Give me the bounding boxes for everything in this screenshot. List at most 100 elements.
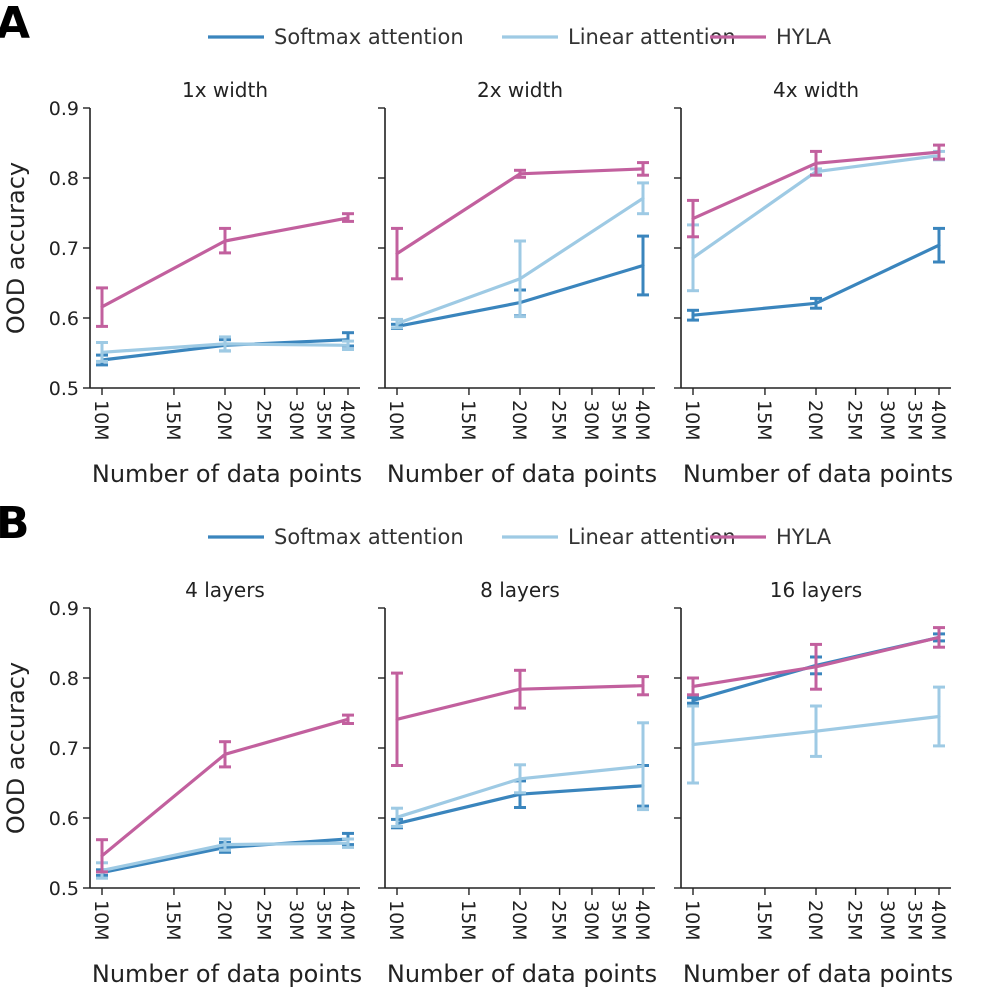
x-tick-label: 10M — [385, 400, 407, 441]
subplot-a-2: 2x width 10M 15M 20M 25M 30M 35M 40M Number of d… — [378, 78, 657, 488]
error-bar-hyla — [687, 198, 699, 239]
y-axis-label: OOD accuracy — [2, 662, 30, 834]
error-bar-hyla — [391, 226, 403, 281]
error-bar-softmax — [933, 226, 945, 264]
subplot-title: 2x width — [477, 78, 563, 102]
y-tick-label: 0.7 — [49, 738, 79, 760]
legend-label-softmax: Softmax attention — [274, 525, 464, 549]
x-tick-label: 15M — [457, 900, 479, 941]
x-tick-label: 25M — [253, 400, 275, 441]
error-bar-hyla — [391, 671, 403, 767]
error-bar-hyla — [342, 212, 354, 223]
legend-label-hyla: HYLA — [776, 525, 832, 549]
error-bar-hyla — [219, 226, 231, 255]
y-tick-label: 0.5 — [49, 378, 79, 400]
error-bar-hyla — [810, 149, 822, 177]
error-bar-softmax — [810, 296, 822, 310]
x-tick-label: 20M — [804, 900, 826, 941]
error-bar-hyla — [219, 740, 231, 769]
x-tick-label: 15M — [457, 400, 479, 441]
error-bar-hyla — [637, 675, 649, 697]
subplot-title: 4x width — [773, 78, 859, 102]
x-tick-label: 15M — [162, 400, 184, 441]
error-bar-hyla — [637, 161, 649, 177]
subplot-a-1: 1x width 0.5 0.6 0.7 0.8 0.9 10M 15M 20M 25M 30M 35… — [2, 78, 362, 488]
x-tick-label: 35M — [903, 400, 925, 441]
x-tick-label: 25M — [548, 900, 570, 941]
error-bar-hyla — [514, 168, 526, 179]
x-tick-label: 10M — [385, 900, 407, 941]
legend-label-linear: Linear attention — [568, 525, 736, 549]
x-axis-label: Number of data points — [683, 960, 953, 988]
y-tick-label: 0.6 — [49, 808, 79, 830]
x-axis-label: Number of data points — [683, 460, 953, 488]
error-bar-hyla — [933, 626, 945, 649]
y-tick-label: 0.5 — [49, 878, 79, 900]
x-tick-label: 20M — [508, 900, 530, 941]
x-tick-label: 20M — [508, 400, 530, 441]
error-bar-linear — [219, 335, 231, 353]
x-tick-label: 40M — [336, 900, 358, 941]
subplot-title: 8 layers — [480, 578, 560, 602]
error-bar-linear — [637, 721, 649, 812]
x-tick-label: 30M — [285, 900, 307, 941]
error-bar-hyla — [342, 713, 354, 725]
x-tick-label: 25M — [844, 400, 866, 441]
x-tick-label: 10M — [681, 400, 703, 441]
y-tick-label: 0.8 — [49, 168, 79, 190]
x-tick-label: 25M — [844, 900, 866, 941]
error-bar-linear — [342, 339, 354, 351]
subplot-title: 1x width — [182, 78, 268, 102]
x-tick-label: 30M — [580, 900, 602, 941]
x-tick-label: 25M — [548, 400, 570, 441]
subplot-title: 4 layers — [185, 578, 265, 602]
x-tick-label: 40M — [631, 400, 653, 441]
x-tick-label: 15M — [753, 900, 775, 941]
error-bar-linear — [687, 704, 699, 785]
y-tick-label: 0.8 — [49, 668, 79, 690]
error-bar-linear — [391, 806, 403, 828]
legend-label-hyla: HYLA — [776, 25, 832, 49]
error-bar-hyla — [96, 838, 108, 874]
error-bar-hyla — [514, 668, 526, 710]
x-axis-label: Number of data points — [92, 460, 362, 488]
error-bar-hyla — [810, 642, 822, 691]
x-tick-label: 10M — [90, 400, 112, 441]
error-bar-linear — [219, 837, 231, 852]
x-tick-label: 20M — [213, 400, 235, 441]
x-tick-label: 35M — [607, 900, 629, 941]
x-tick-label: 20M — [213, 900, 235, 941]
x-axis-label: Number of data points — [387, 960, 657, 988]
subplot-a-3: 4x width 10M 15M 20M 25M 30M 35M 40M Number of d… — [674, 78, 953, 488]
x-tick-label: 30M — [580, 400, 602, 441]
error-bar-linear — [933, 685, 945, 748]
series-line-hyla — [100, 717, 350, 858]
error-bar-softmax — [637, 234, 649, 297]
y-tick-label: 0.6 — [49, 308, 79, 330]
panel-b: B Softmax attention Linear attention HYLA 4… — [0, 498, 953, 988]
x-tick-label: 35M — [312, 900, 334, 941]
y-tick-label: 0.7 — [49, 238, 79, 260]
x-tick-label: 40M — [336, 400, 358, 441]
error-bar-linear — [342, 837, 354, 849]
x-tick-label: 10M — [90, 900, 112, 941]
subplot-b-3: 16 layers 10M 15M 20M 25M 30M 35M 40M Number of … — [674, 578, 953, 988]
error-bar-hyla — [933, 143, 945, 161]
panel-letter-a: A — [0, 0, 30, 49]
subplot-title: 16 layers — [770, 578, 862, 602]
x-tick-label: 35M — [607, 400, 629, 441]
x-tick-label: 15M — [753, 400, 775, 441]
x-tick-label: 40M — [927, 900, 949, 941]
x-tick-label: 20M — [804, 400, 826, 441]
error-bar-linear — [391, 317, 403, 330]
subplot-b-2: 8 layers 10M 15M 20M 25M 30M 35M 40M Number of d… — [378, 578, 657, 988]
legend-label-softmax: Softmax attention — [274, 25, 464, 49]
error-bar-linear — [514, 239, 526, 319]
panel-letter-b: B — [0, 498, 30, 549]
error-bar-linear — [637, 181, 649, 216]
y-tick-label: 0.9 — [49, 98, 79, 120]
x-tick-label: 15M — [162, 900, 184, 941]
x-axis-label: Number of data points — [92, 960, 362, 988]
subplot-b-1: 4 layers 0.5 0.6 0.7 0.8 0.9 10M 15M 20M 25M 30M 35… — [2, 578, 362, 988]
error-bar-hyla — [96, 286, 108, 328]
